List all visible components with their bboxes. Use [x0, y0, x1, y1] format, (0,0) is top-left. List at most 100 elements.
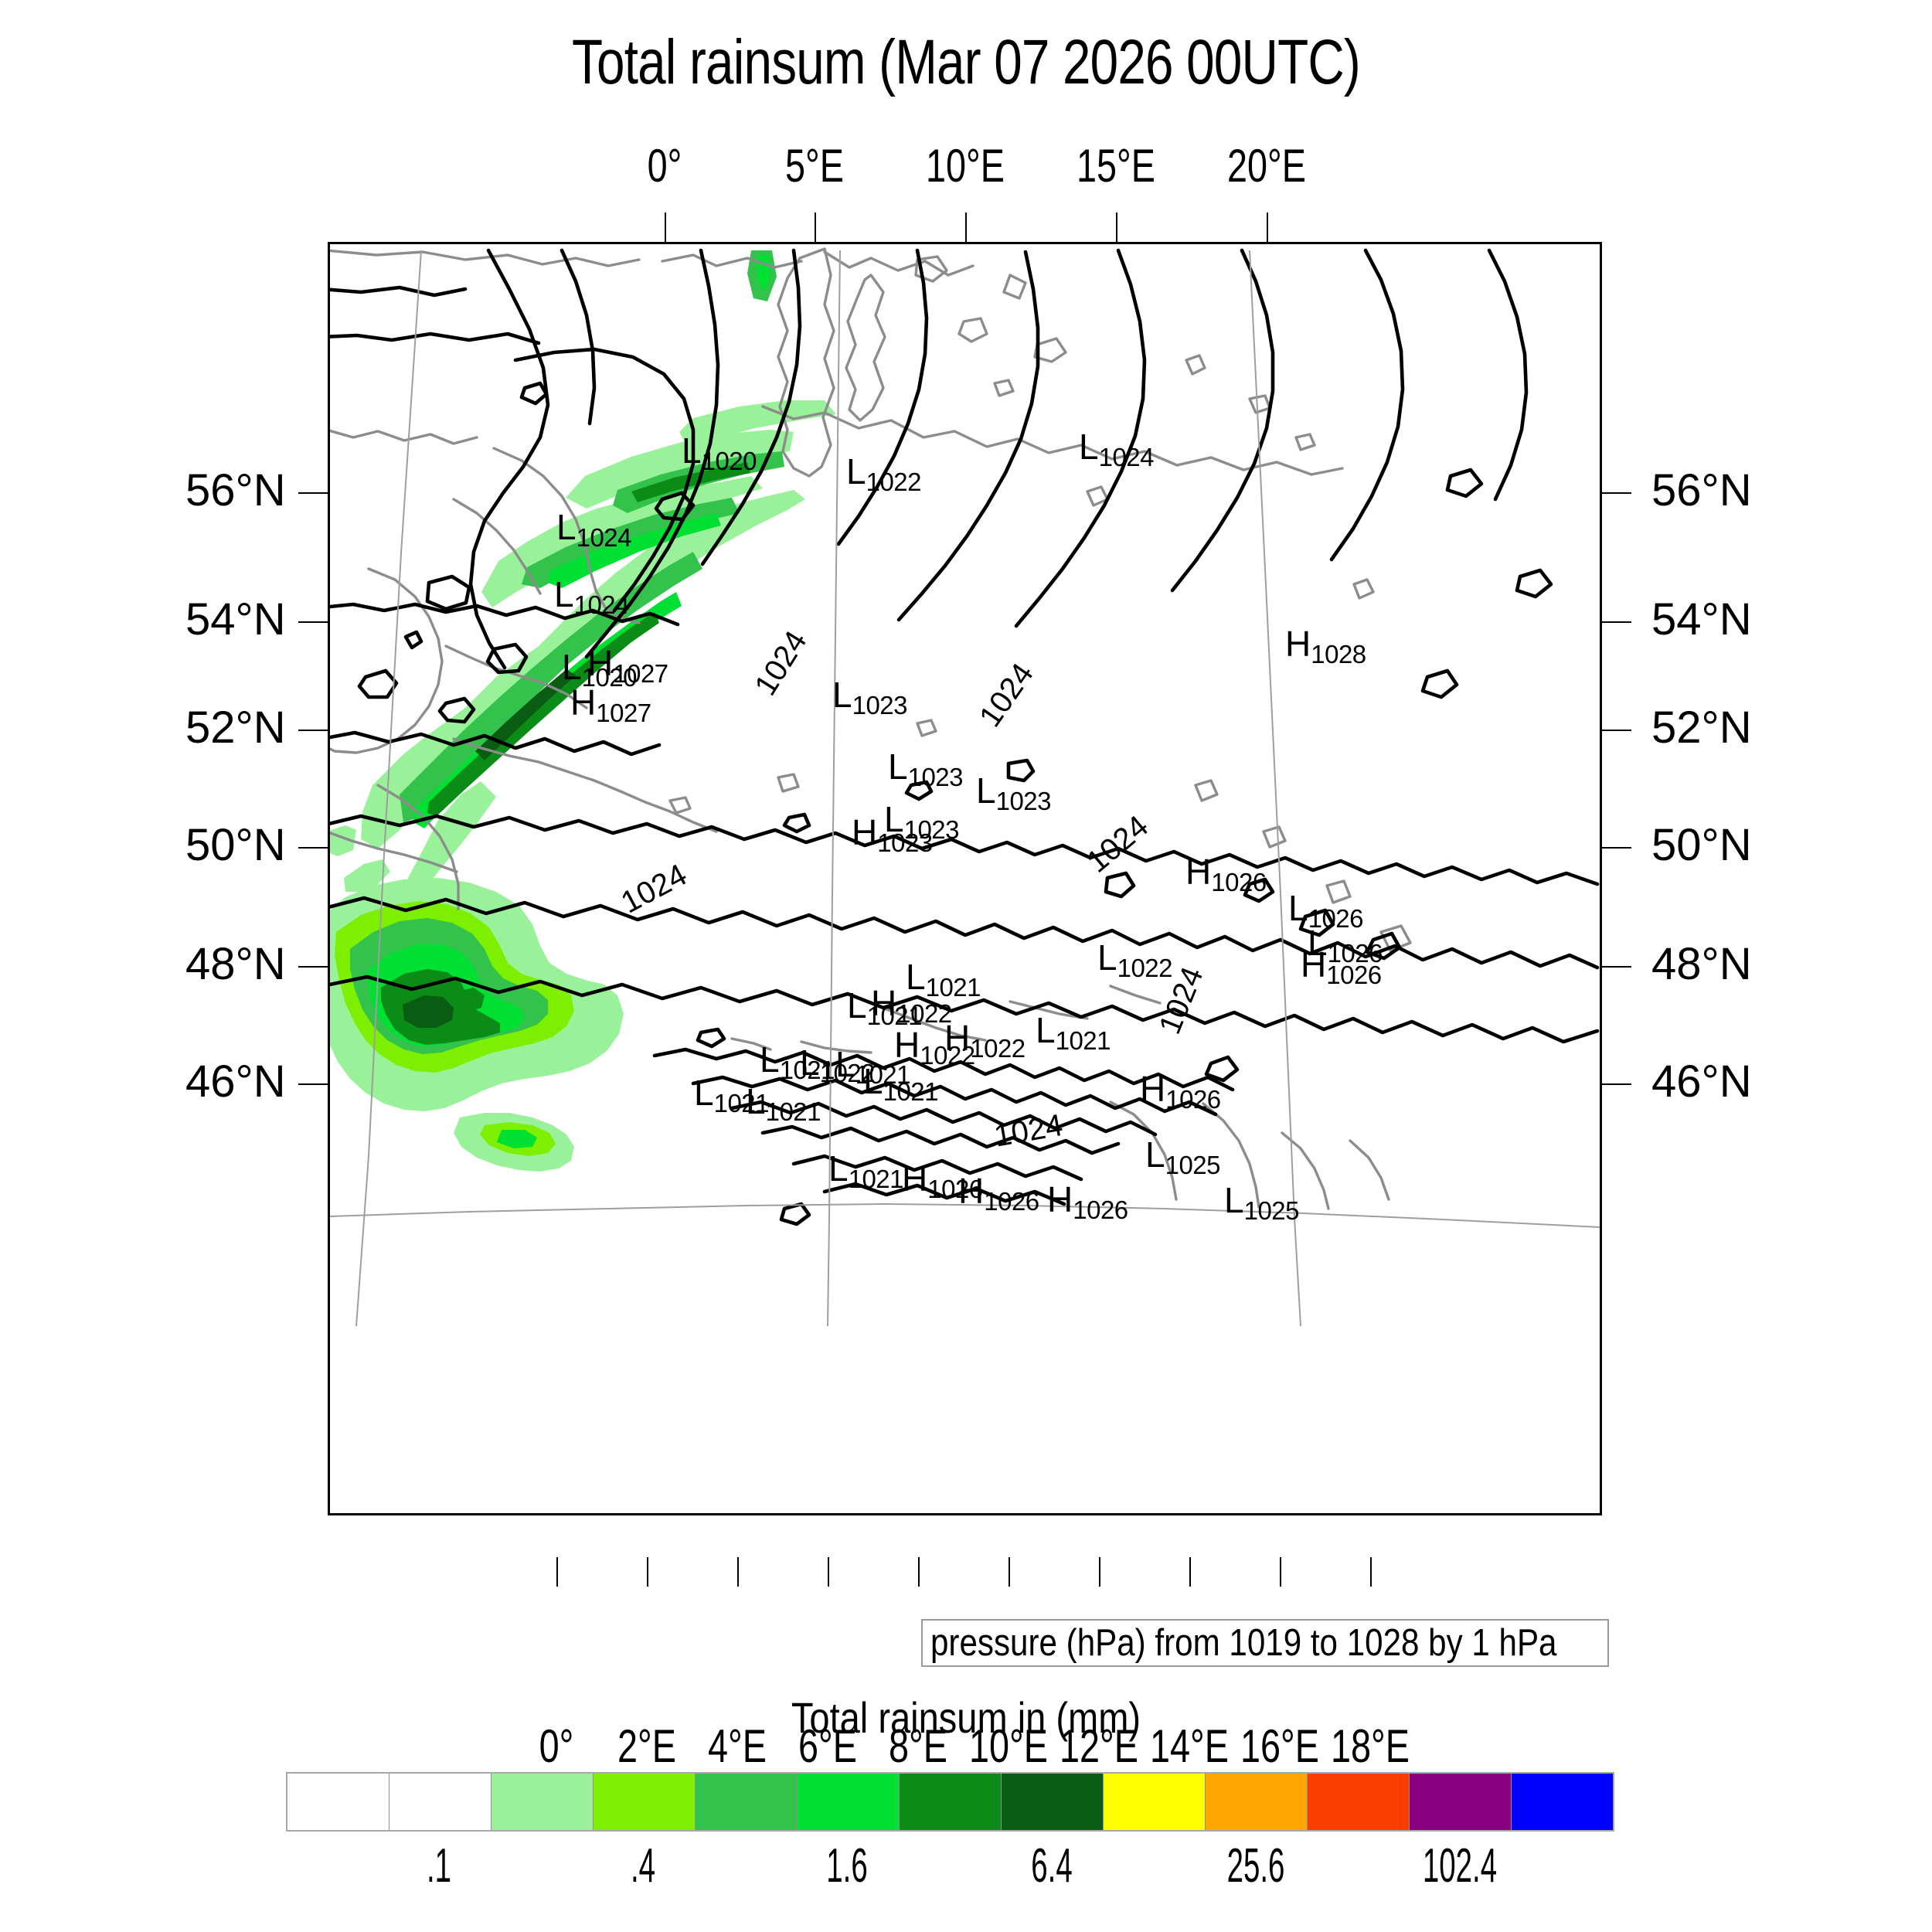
pressure-marker-value: 1024	[573, 590, 630, 619]
pressure-marker-symbol: L	[1079, 427, 1099, 467]
lat-tick-mark-right	[1602, 966, 1631, 968]
lat-tick-mark-right	[1602, 492, 1631, 494]
pressure-marker-symbol: L	[562, 647, 582, 687]
pressure-marker-symbol: L	[1036, 1010, 1056, 1050]
lon-tick-label-bottom: 10°E	[968, 1720, 1048, 1772]
colorbar-tick-label: .1	[427, 1839, 452, 1893]
pressure-marker-value: 1021	[883, 1077, 939, 1106]
pressure-legend-text: pressure (hPa) from 1019 to 1028 by 1 hP…	[930, 1622, 1557, 1664]
colorbar-tick-label: .4	[631, 1839, 656, 1893]
latitude-axis-right: 56°N 54°N 52°N 50°N 48°N 46°N	[1602, 242, 1780, 1515]
lat-tick-label-left: 50°N	[185, 820, 286, 870]
pressure-marker-value: 1022	[896, 999, 952, 1028]
pressure-marker-value: 1021	[1055, 1026, 1111, 1055]
lat-tick-label-left: 48°N	[185, 939, 286, 989]
lon-tick-label-bottom: 14°E	[1149, 1720, 1229, 1772]
colorbar-tick-labels: .1 .4 1.6 6.4 25.6 102.4	[286, 1839, 1613, 1901]
pressure-marker-value: 1021	[713, 1089, 770, 1117]
high-pressure-marker: H1026	[1047, 1179, 1128, 1223]
pressure-marker-symbol: L	[863, 1061, 883, 1101]
low-pressure-marker: L1025	[1145, 1137, 1221, 1178]
low-pressure-marker: L1026	[1308, 925, 1383, 966]
colorbar-tick-label: 6.4	[1030, 1839, 1073, 1893]
low-pressure-marker: L1022	[846, 454, 922, 495]
isobars	[330, 248, 1600, 1226]
lat-tick-label-right: 54°N	[1651, 594, 1752, 645]
pressure-marker-value: 1025	[1165, 1151, 1221, 1179]
lon-tick-label-top: 15°E	[1076, 140, 1155, 192]
low-pressure-marker: L1021	[906, 959, 981, 1000]
low-pressure-marker: L1021	[828, 1151, 904, 1192]
low-pressure-marker: L1021	[760, 1039, 835, 1083]
lon-tick-mark-bottom	[556, 1557, 558, 1587]
lon-tick-label-bottom: 8°E	[889, 1720, 947, 1772]
pressure-marker-symbol: H	[894, 1025, 920, 1065]
lon-tick-label-bottom: 4°E	[708, 1720, 767, 1772]
map-panel[interactable]: L1020 L1022 L1024 L1024 L1024 H1028 L1020 H1027…	[328, 242, 1602, 1515]
pressure-marker-symbol: H	[587, 643, 614, 683]
colorbar[interactable]	[286, 1772, 1614, 1832]
colorbar-swatch[interactable]	[389, 1774, 492, 1830]
pressure-marker-symbol: L	[835, 1044, 855, 1084]
pressure-marker-value: 1023	[877, 828, 933, 857]
pressure-marker-symbol: H	[1047, 1179, 1073, 1219]
colorbar-swatch[interactable]	[798, 1774, 900, 1830]
longitude-axis-bottom: 0° 2°E 4°E 6°E 8°E 10°E 12°E 14°E 16°E 18°E	[328, 1557, 1602, 1770]
high-pressure-marker: H1027	[587, 643, 668, 686]
latitude-axis-left: 56°N 54°N 52°N 50°N 48°N 46°N	[185, 242, 328, 1515]
lat-tick-label-left: 56°N	[185, 465, 286, 515]
colorbar-swatch[interactable]	[1512, 1774, 1613, 1830]
lon-tick-mark-top	[965, 213, 967, 242]
lat-tick-mark-left	[298, 966, 328, 968]
colorbar-swatch[interactable]	[1308, 1774, 1410, 1830]
colorbar-swatch[interactable]	[1410, 1774, 1512, 1830]
pressure-marker-value: 1026	[927, 1175, 983, 1203]
lon-tick-mark-bottom	[1099, 1557, 1100, 1587]
pressure-marker-value: 1026	[1165, 1085, 1221, 1114]
high-pressure-marker: H1026	[1140, 1071, 1221, 1112]
colorbar-swatch[interactable]	[1206, 1774, 1308, 1830]
colorbar-swatch[interactable]	[1002, 1774, 1104, 1830]
colorbar-swatch[interactable]	[594, 1774, 696, 1830]
high-pressure-marker: H1026	[1301, 944, 1382, 988]
pressure-marker-value: 1026	[1326, 961, 1382, 989]
pressure-marker-value: 1026	[984, 1187, 1039, 1216]
low-pressure-marker: L1021	[863, 1061, 939, 1104]
lat-tick-mark-left	[298, 730, 328, 731]
pressure-marker-value: 1022	[866, 468, 922, 496]
colorbar-swatch[interactable]	[900, 1774, 1002, 1830]
lat-tick-label-left: 52°N	[185, 702, 286, 753]
high-pressure-marker: H1022	[944, 1020, 1026, 1061]
low-pressure-marker: L1020	[682, 433, 757, 474]
lat-tick-mark-left	[298, 1083, 328, 1085]
colorbar-swatch[interactable]	[287, 1774, 389, 1830]
low-pressure-marker: L1023	[888, 747, 964, 790]
pressure-marker-value: 1023	[907, 763, 964, 791]
low-pressure-marker: L1024	[554, 577, 630, 617]
colorbar-swatch[interactable]	[1104, 1774, 1206, 1830]
colorbar-swatch[interactable]	[492, 1774, 594, 1830]
pressure-marker-value: 1021	[779, 1056, 835, 1084]
lat-tick-mark-left	[298, 621, 328, 623]
lon-tick-mark-bottom	[737, 1557, 739, 1587]
pressure-marker-value: 1023	[995, 787, 1052, 815]
pressure-marker-symbol: L	[760, 1039, 780, 1080]
colorbar-tick-label: 25.6	[1226, 1839, 1285, 1893]
high-pressure-marker: H1022	[894, 1025, 975, 1068]
lon-tick-mark-bottom	[1189, 1557, 1191, 1587]
pressure-marker-value: 1024	[1098, 443, 1155, 471]
pressure-marker-value: 1023	[903, 815, 960, 844]
pressure-marker-symbol: L	[888, 747, 908, 787]
lon-tick-label-bottom: 2°E	[617, 1720, 676, 1772]
coastlines	[330, 247, 1412, 1210]
lat-tick-label-right: 46°N	[1651, 1056, 1752, 1107]
lon-tick-label-bottom: 12°E	[1059, 1720, 1138, 1772]
pressure-marker-value: 1020	[701, 447, 757, 475]
high-pressure-marker: H1026	[902, 1161, 983, 1202]
lon-tick-label-bottom: 16°E	[1240, 1720, 1319, 1772]
colorbar-swatch[interactable]	[696, 1774, 798, 1830]
pressure-marker-symbol: H	[1185, 852, 1212, 892]
pressure-marker-symbol: H	[1301, 944, 1327, 985]
pressure-marker-value: 1022	[1117, 954, 1173, 982]
pressure-marker-value: 1021	[848, 1165, 904, 1193]
